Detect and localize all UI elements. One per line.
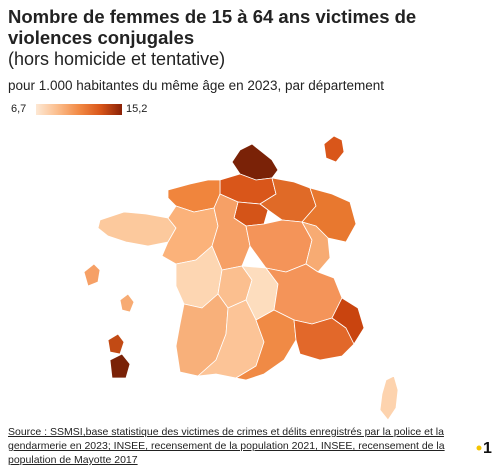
region-provence — [293, 317, 355, 361]
region-corse — [379, 375, 399, 421]
region-languedoc — [235, 309, 297, 381]
overseas-guadeloupe — [323, 135, 345, 163]
region-franche-comte — [301, 221, 331, 273]
legend-color-scale — [36, 104, 122, 115]
color-legend: 6,7 15,2 — [8, 103, 208, 123]
overseas-mayotte — [109, 353, 131, 379]
france-choropleth-map — [83, 135, 399, 421]
overseas-guyane — [107, 333, 125, 355]
map-title: Nombre de femmes de 15 à 64 ans victimes… — [8, 6, 417, 48]
legend-max-label: 15,2 — [126, 103, 148, 115]
overseas-martinique — [83, 263, 101, 287]
region-bourgogne — [245, 219, 313, 273]
region-paca-coast — [331, 297, 365, 345]
overseas-reunion — [119, 293, 135, 313]
logo-number: 1 — [483, 440, 492, 456]
overseas-departments — [83, 135, 345, 379]
legend-min-label: 6,7 — [11, 103, 27, 115]
region-lorraine-alsace — [301, 187, 357, 243]
metropolitan-france — [97, 143, 365, 381]
region-nord — [231, 143, 279, 181]
map-subtitle: pour 1.000 habitantes du même âge en 202… — [8, 78, 385, 93]
map-subtitle-parenthetical: (hors homicide et tentative) — [8, 49, 226, 69]
region-bretagne — [97, 211, 177, 247]
logo-dot-icon — [476, 445, 482, 451]
publisher-logo: 1 — [476, 440, 492, 456]
source-note: Source : SSMSI,base statistique des vict… — [8, 426, 445, 466]
